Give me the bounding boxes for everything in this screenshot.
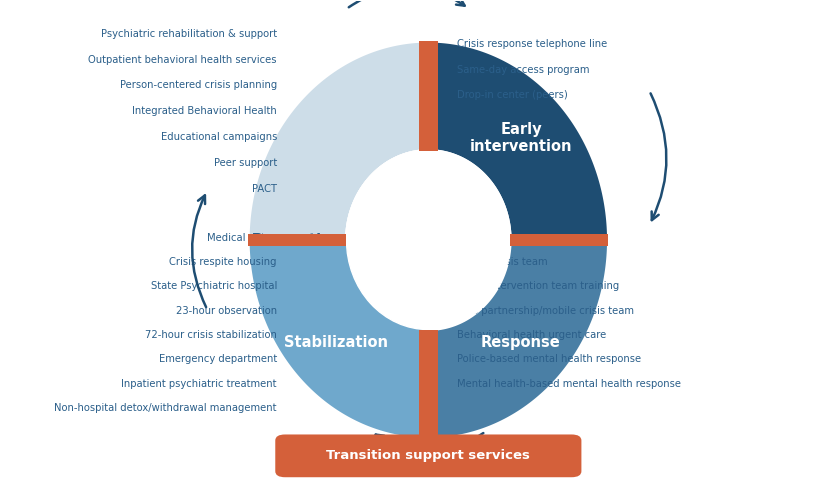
Text: Prevention: Prevention	[252, 232, 342, 248]
Text: Mobile crisis team: Mobile crisis team	[457, 257, 548, 267]
FancyBboxPatch shape	[275, 434, 581, 477]
Text: Psychiatric rehabilitation & support: Psychiatric rehabilitation & support	[101, 28, 277, 38]
Polygon shape	[419, 41, 438, 150]
Text: Same-day access program: Same-day access program	[457, 64, 590, 74]
Polygon shape	[419, 330, 438, 439]
Text: Integrated Behavioral Health: Integrated Behavioral Health	[133, 106, 277, 117]
Text: Crisis intervention team training: Crisis intervention team training	[457, 282, 619, 292]
FancyArrowPatch shape	[349, 0, 465, 8]
Polygon shape	[347, 150, 608, 439]
Text: 72-hour crisis stabilization: 72-hour crisis stabilization	[145, 330, 277, 340]
Text: Response: Response	[481, 334, 560, 349]
Text: Early
intervention: Early intervention	[470, 122, 572, 154]
Text: Transition support services: Transition support services	[326, 450, 530, 462]
Polygon shape	[248, 150, 510, 439]
Text: State Psychiatric hospital: State Psychiatric hospital	[150, 282, 277, 292]
Text: Police-based mental health response: Police-based mental health response	[457, 354, 641, 364]
Text: Dispatch: Dispatch	[457, 232, 501, 242]
Text: Crisis response telephone line: Crisis response telephone line	[457, 38, 607, 48]
Text: Peer support: Peer support	[214, 158, 277, 168]
Text: Stabilization: Stabilization	[284, 334, 388, 349]
Polygon shape	[510, 234, 608, 246]
Text: EMS partnership/mobile crisis team: EMS partnership/mobile crisis team	[457, 306, 634, 316]
FancyArrowPatch shape	[376, 433, 483, 452]
Text: Outpatient behavioral health services: Outpatient behavioral health services	[88, 54, 277, 64]
Text: Non-hospital detox/withdrawal management: Non-hospital detox/withdrawal management	[55, 403, 277, 413]
Text: Mental health-based mental health response: Mental health-based mental health respon…	[457, 379, 681, 389]
Text: Drop-in center (peers): Drop-in center (peers)	[457, 90, 568, 101]
Text: Person-centered crisis planning: Person-centered crisis planning	[120, 80, 277, 90]
Text: 23-hour observation: 23-hour observation	[176, 306, 277, 316]
FancyArrowPatch shape	[192, 196, 206, 307]
Text: Inpatient psychiatric treatment: Inpatient psychiatric treatment	[122, 379, 277, 389]
Polygon shape	[248, 41, 510, 439]
Text: Behavioral health urgent care: Behavioral health urgent care	[457, 330, 607, 340]
FancyArrowPatch shape	[650, 94, 666, 220]
Text: Educational campaigns: Educational campaigns	[160, 132, 277, 142]
Polygon shape	[347, 41, 608, 330]
Text: Crisis respite housing: Crisis respite housing	[169, 257, 277, 267]
Polygon shape	[248, 234, 347, 246]
Ellipse shape	[347, 150, 510, 330]
Text: Medical detox: Medical detox	[207, 232, 277, 242]
Text: Emergency department: Emergency department	[159, 354, 277, 364]
Text: PACT: PACT	[252, 184, 277, 194]
